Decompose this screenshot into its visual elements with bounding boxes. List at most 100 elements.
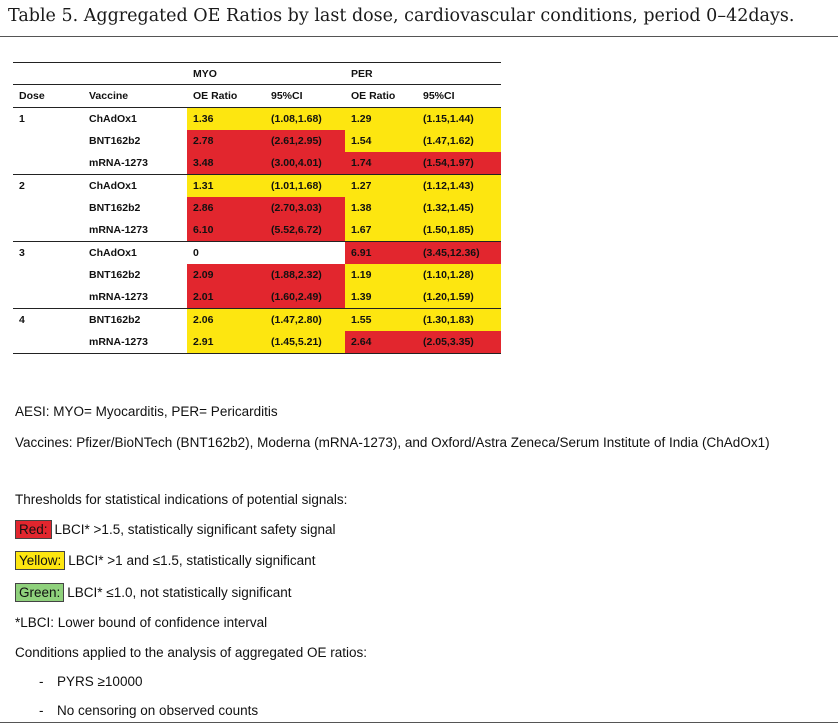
- table-row: BNT162b2 2.09 (1.88,2.32) 1.19 (1.10,1.28): [13, 264, 501, 286]
- table-row: 4 BNT162b2 2.06 (1.47,2.80) 1.55 (1.30,1.83): [13, 308, 501, 331]
- group-header-row: MYO PER: [13, 62, 501, 85]
- vaccines-note: Vaccines: Pfizer/BioNTech (BNT162b2), Mo…: [15, 435, 770, 450]
- header-cell-empty: [417, 62, 501, 85]
- condition-text: No censoring on observed counts: [57, 703, 259, 718]
- per-ci-cell: (1.50,1.85): [417, 219, 501, 242]
- myo-oe-cell: 2.01: [187, 286, 265, 309]
- red-swatch: Red:: [15, 520, 52, 539]
- vaccine-cell: BNT162b2: [89, 202, 141, 214]
- dose-cell: [13, 152, 83, 175]
- table-caption: Table 5. Aggregated OE Ratios by last do…: [8, 6, 795, 26]
- dose-cell: 4: [13, 308, 83, 331]
- group-header-per: PER: [345, 62, 417, 85]
- per-ci-cell: (1.15,1.44): [417, 107, 501, 130]
- dose-cell: 3: [13, 241, 83, 264]
- vaccine-cell: mRNA-1273: [83, 331, 187, 354]
- dose-cell: [13, 286, 83, 309]
- vaccine-cell: mRNA-1273: [89, 291, 148, 303]
- column-header: 95%CI: [265, 84, 345, 108]
- myo-ci-cell: [265, 241, 345, 264]
- myo-ci-cell: (1.01,1.68): [265, 174, 345, 197]
- column-header: 95%CI: [417, 84, 501, 108]
- vaccine-cell: BNT162b2: [89, 269, 141, 281]
- vaccine-cell: mRNA-1273: [89, 157, 148, 169]
- myo-ci-cell: (1.08,1.68): [265, 107, 345, 130]
- myo-ci-cell: (1.47,2.80): [265, 308, 345, 331]
- green-swatch: Green:: [15, 583, 65, 602]
- table-row: mRNA-1273 3.48 (3.00,4.01) 1.74 (1.54,1.97): [13, 152, 501, 175]
- vaccine-cell: BNT162b2: [83, 308, 187, 331]
- per-ci-cell: (1.12,1.43): [417, 174, 501, 197]
- yellow-swatch: Yellow:: [15, 551, 66, 570]
- header-cell-empty: [13, 62, 83, 85]
- per-oe-cell: 6.91: [345, 241, 417, 264]
- per-oe-cell: 1.27: [345, 174, 417, 197]
- myo-oe-cell: 2.09: [187, 264, 265, 286]
- vaccine-cell: ChAdOx1: [83, 241, 187, 264]
- column-header: Vaccine: [83, 84, 187, 108]
- myo-ci-cell: (2.61,2.95): [265, 130, 345, 152]
- per-oe-cell: 1.29: [345, 107, 417, 130]
- per-oe-cell: 2.64: [345, 331, 417, 354]
- dose-cell: 2: [13, 174, 83, 197]
- table-row: mRNA-1273 2.91 (1.45,5.21) 2.64 (2.05,3.35): [13, 331, 501, 354]
- condition-text: PYRS ≥10000: [57, 674, 143, 689]
- per-ci-cell: (1.47,1.62): [417, 130, 501, 152]
- table-row: 1 ChAdOx1 1.36 (1.08,1.68) 1.29 (1.15,1.44): [13, 107, 501, 130]
- column-header: Dose: [13, 84, 83, 108]
- per-oe-cell: 1.54: [345, 130, 417, 152]
- dose-cell: [13, 130, 83, 152]
- per-oe-cell: 1.74: [345, 152, 417, 175]
- per-ci-cell: (2.05,3.35): [417, 331, 501, 354]
- per-oe-cell: 1.19: [345, 264, 417, 286]
- dose-cell: [13, 331, 83, 354]
- myo-oe-cell: 2.91: [187, 331, 265, 354]
- table-row: 3 ChAdOx1 0 6.91 (3.45,12.36): [13, 241, 501, 264]
- table-row: BNT162b2 2.86 (2.70,3.03) 1.38 (1.32,1.45): [13, 197, 501, 219]
- header-cell-empty: [265, 62, 345, 85]
- dose-cell: [13, 197, 83, 219]
- legend-green: Green: LBCI* ≤1.0, not statistically sign…: [15, 583, 292, 602]
- legend-yellow-text: LBCI* >1 and ≤1.5, statistically signifi…: [68, 553, 316, 568]
- myo-oe-cell: 2.06: [187, 308, 265, 331]
- myo-oe-cell: 1.31: [187, 174, 265, 197]
- oe-ratio-table: MYO PER Dose Vaccine OE Ratio 95%CI OE Ratio 95…: [13, 62, 501, 354]
- per-ci-cell: (1.32,1.45): [417, 197, 501, 219]
- myo-oe-cell: 0: [187, 241, 265, 264]
- legend-green-text: LBCI* ≤1.0, not statistically significan…: [67, 585, 292, 600]
- bullet-dash: -: [39, 674, 44, 689]
- group-header-myo: MYO: [187, 62, 265, 85]
- per-oe-cell: 1.38: [345, 197, 417, 219]
- aesi-note: AESI: MYO= Myocarditis, PER= Pericarditi…: [15, 404, 278, 419]
- condition-item: - No censoring on observed counts: [15, 703, 258, 718]
- table-row: BNT162b2 2.78 (2.61,2.95) 1.54 (1.47,1.62): [13, 130, 501, 152]
- thresholds-title: Thresholds for statistical indications o…: [15, 492, 348, 507]
- per-oe-cell: 1.39: [345, 286, 417, 309]
- column-header: OE Ratio: [187, 84, 265, 108]
- per-oe-cell: 1.67: [345, 219, 417, 242]
- caption-divider: [0, 36, 838, 37]
- myo-oe-cell: 2.78: [187, 130, 265, 152]
- myo-oe-cell: 1.36: [187, 107, 265, 130]
- bullet-dash: -: [39, 703, 44, 718]
- myo-ci-cell: (5.52,6.72): [265, 219, 345, 242]
- vaccine-cell: ChAdOx1: [89, 113, 137, 125]
- per-ci-cell: (1.20,1.59): [417, 286, 501, 309]
- header-cell-empty: [83, 62, 187, 85]
- myo-oe-cell: 3.48: [187, 152, 265, 175]
- myo-ci-cell: (1.88,2.32): [265, 264, 345, 286]
- per-ci-cell: (1.10,1.28): [417, 264, 501, 286]
- conditions-title: Conditions applied to the analysis of ag…: [15, 645, 367, 660]
- myo-oe-cell: 6.10: [187, 219, 265, 242]
- table-row: mRNA-1273 2.01 (1.60,2.49) 1.39 (1.20,1.59): [13, 286, 501, 309]
- table-row: 2 ChAdOx1 1.31 (1.01,1.68) 1.27 (1.12,1.43): [13, 174, 501, 197]
- per-ci-cell: (1.30,1.83): [417, 308, 501, 331]
- myo-ci-cell: (2.70,3.03): [265, 197, 345, 219]
- legend-red-text: LBCI* >1.5, statistically significant sa…: [54, 522, 336, 537]
- dose-cell: [13, 219, 83, 242]
- condition-item: - PYRS ≥10000: [15, 674, 142, 689]
- vaccine-cell: mRNA-1273: [89, 224, 148, 236]
- footer-divider: [0, 722, 838, 723]
- dose-cell: [13, 264, 83, 286]
- lbci-note: *LBCI: Lower bound of confidence interva…: [15, 615, 268, 630]
